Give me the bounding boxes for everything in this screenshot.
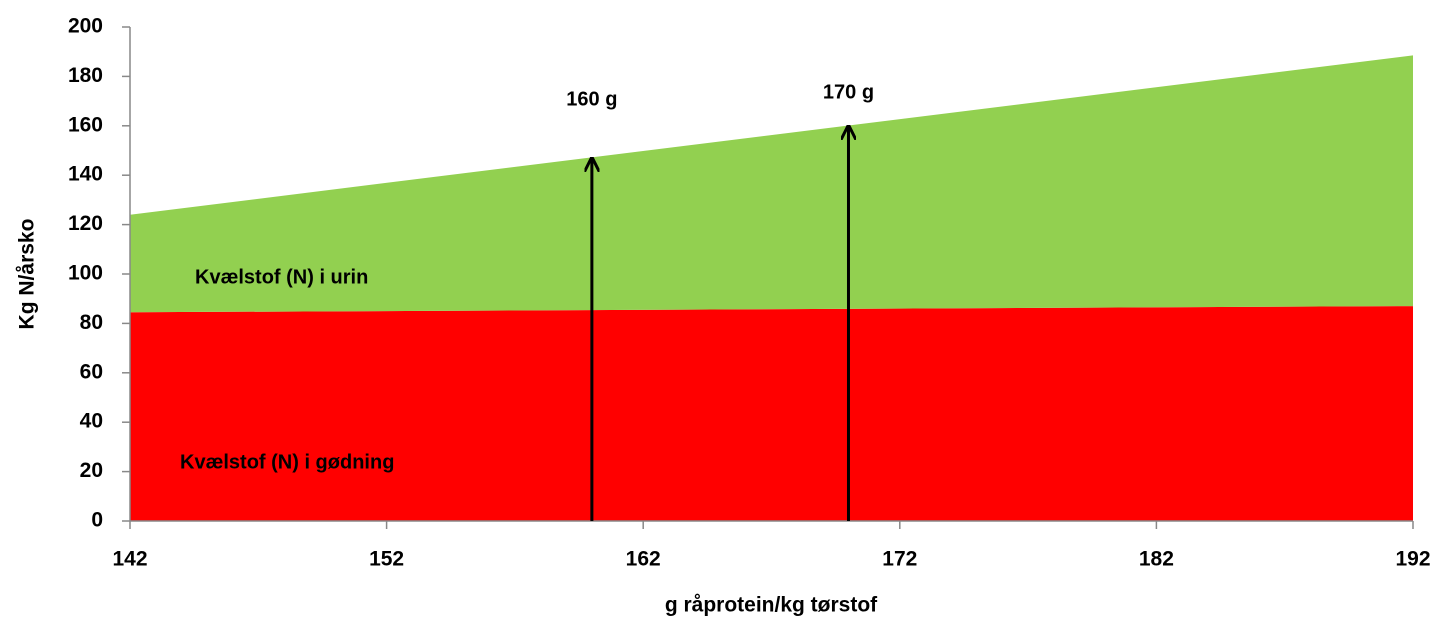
y-tick-label: 80	[80, 311, 103, 334]
y-tick-label: 200	[68, 15, 103, 38]
x-tick-label: 142	[112, 548, 147, 571]
y-tick-label: 160	[68, 113, 103, 136]
x-tick-label: 182	[1139, 548, 1174, 571]
y-tick-label: 40	[80, 410, 103, 433]
x-tick-label: 192	[1395, 548, 1430, 571]
annotation-label: 170 g	[823, 81, 874, 103]
y-axis-title: Kg N/årsko	[16, 219, 39, 330]
y-tick-label: 120	[68, 212, 103, 235]
y-tick-label: 180	[68, 64, 103, 87]
x-tick-label: 162	[626, 548, 661, 571]
x-tick-label: 172	[882, 548, 917, 571]
y-tick-label: 20	[80, 459, 103, 482]
area	[130, 55, 1413, 313]
x-tick-label: 152	[369, 548, 404, 571]
y-tick-label: 60	[80, 360, 103, 383]
y-tick-label: 140	[68, 163, 103, 186]
y-tick-label: 0	[91, 509, 103, 532]
series-label: Kvælstof (N) i gødning	[180, 451, 394, 473]
area	[130, 306, 1413, 521]
x-axis-title: g råprotein/kg tørstof	[665, 594, 878, 617]
annotation-label: 160 g	[566, 88, 617, 110]
y-tick-label: 100	[68, 262, 103, 285]
series-label: Kvælstof (N) i urin	[195, 266, 368, 288]
